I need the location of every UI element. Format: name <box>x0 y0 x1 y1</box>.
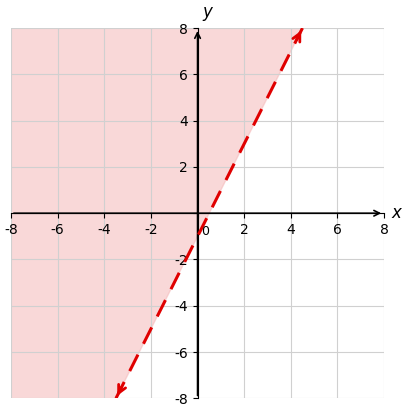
Text: 0: 0 <box>201 225 209 238</box>
Text: x: x <box>391 204 401 222</box>
Text: y: y <box>202 3 212 21</box>
